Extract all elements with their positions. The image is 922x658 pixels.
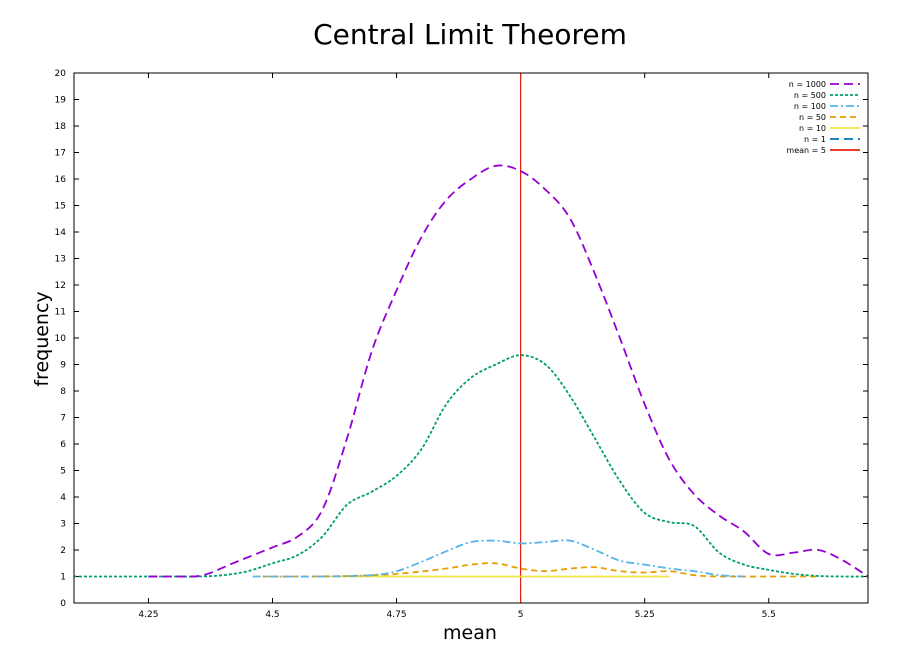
legend-label-n-50: n = 50 bbox=[799, 113, 826, 122]
legend-label-n-10: n = 10 bbox=[799, 124, 826, 133]
legend: n = 1000 n = 500 n = 100 n = 50 n = 10 n = 1 m… bbox=[786, 80, 860, 155]
y-tick-label: 5 bbox=[60, 467, 66, 477]
y-tick-label: 2 bbox=[60, 546, 66, 556]
x-tick-label: 4.25 bbox=[138, 610, 158, 620]
y-tick-label: 17 bbox=[55, 149, 66, 159]
plot-frame bbox=[73, 72, 869, 604]
x-tick-label: 5.5 bbox=[762, 610, 776, 620]
x-tick-label: 5 bbox=[518, 610, 524, 620]
legend-label-n-100: n = 100 bbox=[794, 102, 826, 111]
y-tick-label: 13 bbox=[55, 255, 66, 265]
series-line-n-1000 bbox=[148, 164, 869, 578]
y-tick-label: 11 bbox=[55, 308, 66, 318]
x-tick-label: 4.5 bbox=[265, 610, 279, 620]
legend-label-n-1000: n = 1000 bbox=[789, 80, 826, 89]
y-tick-label: 14 bbox=[55, 228, 67, 238]
y-axis-label: frequency bbox=[31, 291, 53, 386]
y-tick-label: 18 bbox=[55, 122, 67, 132]
x-tick-label: 4.75 bbox=[387, 610, 407, 620]
y-tick-label: 1 bbox=[60, 573, 66, 583]
y-tick-label: 0 bbox=[60, 599, 66, 609]
x-tick-label: 5.25 bbox=[635, 610, 655, 620]
y-tick-label: 15 bbox=[55, 202, 66, 212]
y-tick-label: 7 bbox=[60, 414, 66, 424]
y-tick-label: 12 bbox=[55, 281, 66, 291]
series-line-n-50 bbox=[262, 562, 819, 578]
plot-series bbox=[73, 73, 869, 603]
legend-label-n-1: n = 1 bbox=[804, 135, 826, 144]
x-axis-label: mean bbox=[443, 622, 497, 644]
y-tick-label: 3 bbox=[60, 520, 66, 530]
y-tick-label: 20 bbox=[55, 69, 67, 79]
y-tick-label: 16 bbox=[55, 175, 67, 185]
y-tick-label: 19 bbox=[55, 96, 67, 106]
legend-label-n-500: n = 500 bbox=[794, 91, 826, 100]
chart-title: Central Limit Theorem bbox=[313, 18, 627, 51]
y-tick-label: 8 bbox=[60, 387, 66, 397]
series-line-n-500 bbox=[73, 354, 869, 578]
y-tick-label: 9 bbox=[60, 361, 66, 371]
y-tick-label: 6 bbox=[60, 440, 66, 450]
y-tick-label: 4 bbox=[60, 493, 66, 503]
legend-label-mean-5: mean = 5 bbox=[786, 146, 826, 155]
series-line-n-100 bbox=[252, 539, 744, 578]
y-tick-label: 10 bbox=[55, 334, 67, 344]
